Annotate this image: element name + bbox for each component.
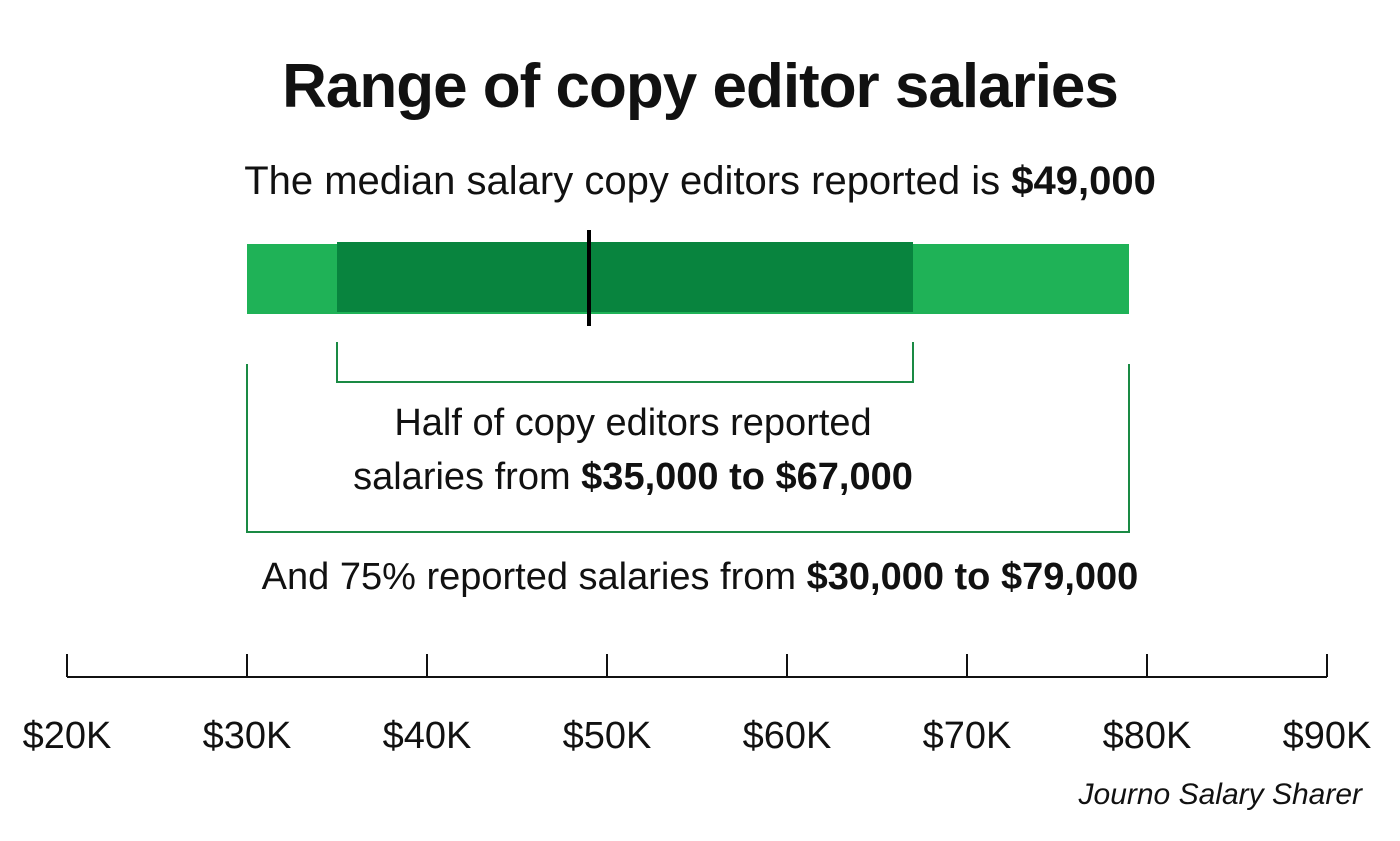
inner-range-bracket [336,342,914,383]
inner-range-band [337,242,913,312]
outer-caption-text: And 75% reported salaries from [261,556,807,598]
outer-range-values: $30,000 to $79,000 [806,556,1139,598]
x-axis-ticks [66,654,1328,677]
x-axis-tick-label: $90K [1283,715,1372,757]
x-axis-tick-label: $20K [23,715,112,757]
source-credit: Journo Salary Sharer [1078,778,1362,811]
chart-subtitle: The median salary copy editors reported … [0,156,1400,206]
x-axis-tick-label: $80K [1103,715,1192,757]
subtitle-text: The median salary copy editors reported … [244,159,1012,203]
x-axis-tick-label: $30K [203,715,292,757]
x-axis-tick-labels: $20K $30K $40K $50K $60K $70K $80K $90K [23,715,1372,757]
inner-caption-line2: salaries from [353,456,582,498]
x-axis-tick-label: $50K [563,715,652,757]
outer-range-bracket [246,364,1130,533]
chart-title: Range of copy editor salaries [282,52,1119,121]
inner-range-values: $35,000 to $67,000 [581,456,913,498]
median-value-label: $49,000 [1011,159,1156,203]
outer-range-caption: And 75% reported salaries from $30,000 t… [180,552,1220,602]
inner-caption-line1: Half of copy editors reported [394,402,872,444]
inner-range-caption: Half of copy editors reported salaries fr… [318,396,948,504]
x-axis-tick-label: $70K [923,715,1012,757]
x-axis-tick-label: $60K [743,715,832,757]
x-axis-tick-label: $40K [383,715,472,757]
